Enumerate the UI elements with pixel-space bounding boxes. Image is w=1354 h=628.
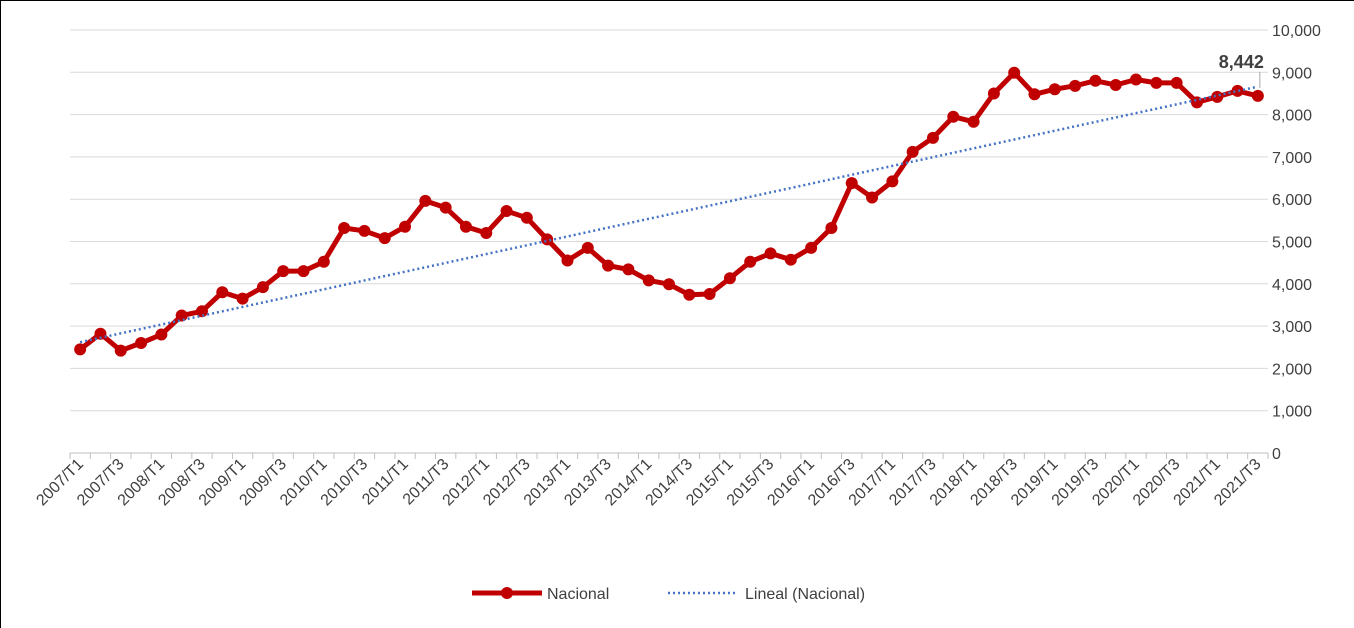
y-tick-label: 1,000 <box>1272 404 1312 421</box>
point <box>1190 96 1203 109</box>
point <box>520 211 533 224</box>
point <box>1008 66 1021 79</box>
point <box>155 328 168 341</box>
legend-swatch-marker <box>501 587 513 599</box>
point <box>459 220 472 233</box>
point <box>581 241 594 254</box>
point <box>906 145 919 158</box>
point <box>825 221 838 234</box>
point <box>175 309 188 322</box>
point <box>1069 79 1082 92</box>
point <box>1150 76 1163 89</box>
y-tick-label: 2,000 <box>1272 361 1312 378</box>
point <box>1130 73 1143 86</box>
y-tick-label: 8,000 <box>1272 108 1312 125</box>
point <box>195 305 208 318</box>
point <box>845 177 858 190</box>
point <box>744 255 757 268</box>
point <box>1170 76 1183 89</box>
point <box>602 259 615 272</box>
point <box>500 205 513 218</box>
point <box>378 232 391 245</box>
point <box>317 255 330 268</box>
y-tick-label: 5,000 <box>1272 235 1312 252</box>
point <box>480 227 493 240</box>
point <box>926 131 939 144</box>
point <box>764 247 777 260</box>
point <box>236 292 249 305</box>
point <box>439 201 452 214</box>
legend-label: Lineal (Nacional) <box>745 586 865 603</box>
point <box>135 337 148 350</box>
point <box>663 278 675 291</box>
point <box>947 110 960 123</box>
point <box>723 272 736 285</box>
point <box>74 343 87 356</box>
point <box>256 281 269 294</box>
point <box>114 344 127 357</box>
point <box>1109 78 1122 91</box>
data-label: 8,442 <box>1219 52 1264 72</box>
point <box>297 265 310 278</box>
y-tick-label: 9,000 <box>1272 65 1312 82</box>
point <box>358 224 371 237</box>
point <box>399 220 412 233</box>
point <box>216 286 229 299</box>
y-tick-label: 4,000 <box>1272 277 1312 294</box>
point <box>541 233 554 246</box>
point <box>886 175 899 188</box>
y-tick-label: 10,000 <box>1272 23 1321 40</box>
point <box>642 274 655 287</box>
point <box>987 87 1000 100</box>
y-tick-label: 7,000 <box>1272 150 1312 167</box>
point <box>784 253 797 266</box>
point <box>1211 90 1224 103</box>
point <box>1028 88 1041 101</box>
point <box>622 263 635 276</box>
point <box>561 254 574 267</box>
y-tick-label: 3,000 <box>1272 319 1312 336</box>
point <box>1048 83 1061 96</box>
y-tick-label: 0 <box>1272 446 1281 463</box>
point <box>277 265 290 278</box>
legend-label: Nacional <box>547 586 609 603</box>
point <box>805 241 818 254</box>
point <box>683 288 696 301</box>
trend-line <box>79 85 1259 344</box>
point <box>338 221 351 234</box>
point <box>1251 89 1264 102</box>
point <box>967 115 980 128</box>
y-tick-label: 6,000 <box>1272 192 1312 209</box>
point <box>866 191 879 204</box>
point <box>94 327 107 340</box>
point <box>1089 74 1102 87</box>
point <box>419 194 432 207</box>
point <box>1231 84 1244 97</box>
point <box>703 287 716 300</box>
